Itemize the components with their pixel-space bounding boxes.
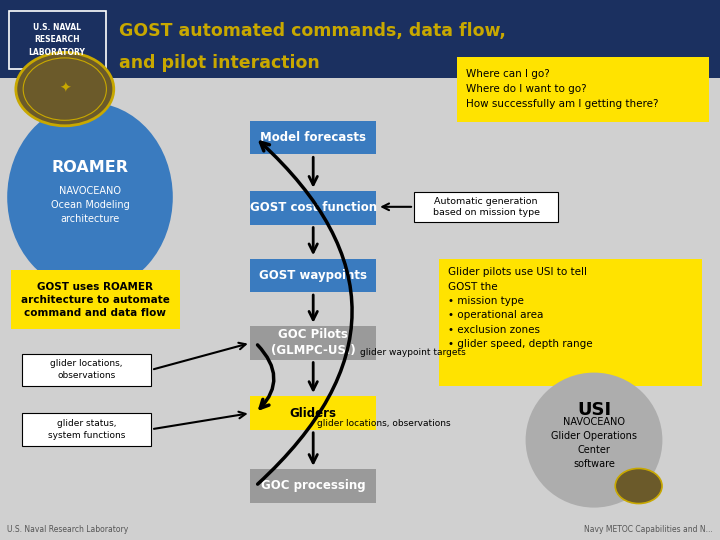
Bar (11, 270, 180, 329)
Text: GOST cost function: GOST cost function (250, 201, 377, 214)
FancyArrowPatch shape (309, 157, 318, 185)
Text: U.S. NAVAL
RESEARCH
LABORATORY: U.S. NAVAL RESEARCH LABORATORY (29, 23, 85, 57)
FancyArrowPatch shape (382, 204, 411, 210)
FancyArrowPatch shape (309, 295, 318, 320)
Text: ✦: ✦ (59, 82, 71, 96)
Text: ROAMER: ROAMER (52, 160, 128, 175)
Ellipse shape (7, 103, 173, 292)
Text: Where can I go?
Where do I want to go?
How successfully am I getting there?: Where can I go? Where do I want to go? H… (466, 69, 658, 109)
Bar (22, 354, 151, 386)
Ellipse shape (526, 373, 662, 508)
Text: GOST automated commands, data flow,: GOST automated commands, data flow, (119, 22, 505, 40)
FancyArrowPatch shape (154, 411, 246, 429)
FancyBboxPatch shape (251, 396, 376, 430)
FancyBboxPatch shape (251, 259, 376, 292)
FancyArrowPatch shape (309, 227, 318, 252)
Text: glider locations,
observations: glider locations, observations (50, 360, 122, 380)
FancyArrowPatch shape (309, 433, 318, 463)
Text: GOC Pilots
(GLMPC-USI): GOC Pilots (GLMPC-USI) (271, 328, 356, 357)
Text: GOC processing: GOC processing (261, 480, 366, 492)
FancyBboxPatch shape (251, 191, 376, 225)
FancyArrowPatch shape (258, 345, 274, 408)
Text: glider status,
system functions: glider status, system functions (48, 419, 125, 440)
Bar (22, 413, 151, 446)
Text: and pilot interaction: and pilot interaction (119, 53, 320, 72)
Text: GOST waypoints: GOST waypoints (259, 269, 367, 282)
Text: Automatic generation
based on mission type: Automatic generation based on mission ty… (433, 197, 539, 218)
FancyBboxPatch shape (251, 326, 376, 360)
Ellipse shape (16, 52, 114, 126)
Text: glider waypoint targets: glider waypoint targets (360, 348, 466, 356)
FancyArrowPatch shape (258, 142, 352, 484)
Text: Navy METOC Capabilities and N...: Navy METOC Capabilities and N... (584, 524, 713, 534)
FancyArrowPatch shape (309, 362, 318, 390)
Bar (457, 57, 709, 122)
Bar (414, 192, 558, 222)
Text: Model forecasts: Model forecasts (260, 131, 366, 144)
Bar (0, 0, 720, 78)
FancyArrowPatch shape (154, 343, 246, 369)
Text: NAVOCEANO
Glider Operations
Center
software: NAVOCEANO Glider Operations Center softw… (551, 417, 637, 469)
Text: NAVOCEANO
Ocean Modeling
architecture: NAVOCEANO Ocean Modeling architecture (50, 186, 130, 224)
Text: U.S. Naval Research Laboratory: U.S. Naval Research Laboratory (7, 524, 128, 534)
Text: GOST uses ROAMER
architecture to automate
command and data flow: GOST uses ROAMER architecture to automat… (21, 281, 170, 318)
Text: glider locations, observations: glider locations, observations (317, 419, 451, 428)
Text: USI: USI (577, 401, 611, 420)
Text: Glider pilots use USI to tell
GOST the
• mission type
• operational area
• exclu: Glider pilots use USI to tell GOST the •… (448, 267, 593, 349)
FancyBboxPatch shape (251, 469, 376, 503)
Text: Gliders: Gliders (289, 407, 337, 420)
FancyBboxPatch shape (251, 121, 376, 154)
Bar (439, 259, 702, 386)
Ellipse shape (615, 468, 662, 503)
